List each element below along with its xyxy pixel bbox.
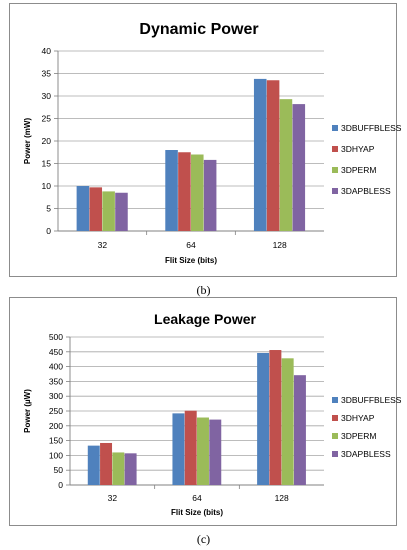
- y-tick-label: 30: [42, 91, 52, 101]
- y-tick-label: 15: [42, 159, 52, 169]
- bar-3dhyap-128: [269, 350, 282, 485]
- leakage-power-chart: Leakage Power 0 50 100 150 200 250 300 350 400 450…: [23, 311, 402, 517]
- y-tick-label: 40: [42, 46, 52, 56]
- x-tick-label: 128: [273, 240, 287, 250]
- y-tick-label: 10: [42, 181, 52, 191]
- y-tick-label: 250: [49, 406, 63, 416]
- x-axis-label: Flit Size (bits): [171, 508, 223, 517]
- y-axis-label: Power (mW): [23, 118, 32, 165]
- bar-3dhyap-64: [178, 152, 191, 231]
- y-tick-label: 350: [49, 376, 63, 386]
- legend-swatch-3dbuffbless: [332, 125, 338, 131]
- bar-3dbuffbless-128: [253, 78, 267, 232]
- y-tick-label: 300: [49, 391, 63, 401]
- legend-swatch-3dapbless: [332, 451, 338, 457]
- dynamic-power-chart: Dynamic Power 0 5 10 15 20 25 30 35 40 32 64 128 Flit…: [23, 21, 402, 265]
- x-axis-label: Flit Size (bits): [165, 256, 217, 265]
- y-tick-label: 500: [49, 332, 63, 342]
- bar-3dhyap-32: [89, 187, 103, 231]
- x-tick-label: 64: [192, 493, 202, 503]
- bar-3dperm-64: [197, 417, 209, 485]
- bar-3dhyap-64: [184, 410, 197, 485]
- y-axis-label: Power (µW): [23, 389, 32, 433]
- y-tick-label: 0: [46, 226, 51, 236]
- bar-3dapbless-32: [115, 192, 128, 231]
- bar-3dapbless-32: [124, 453, 137, 485]
- bar-3dbuffbless-32: [87, 445, 100, 485]
- y-tick-label: 50: [54, 465, 64, 475]
- y-tick-label: 0: [58, 480, 63, 490]
- bar-3dapbless-128: [293, 375, 306, 485]
- chart-title: Dynamic Power: [139, 21, 258, 38]
- legend-label-3dperm: 3DPERM: [341, 431, 376, 441]
- bar-3dbuffbless-128: [257, 352, 270, 485]
- y-tick-label: 100: [49, 450, 63, 460]
- legend-label-3dapbless: 3DAPBLESS: [341, 449, 391, 459]
- x-tick-label: 128: [275, 493, 289, 503]
- legend-swatch-3dperm: [332, 167, 338, 173]
- bar-3dperm-32: [102, 191, 115, 231]
- y-tick-label: 150: [49, 436, 63, 446]
- x-tick-label: 32: [98, 240, 108, 250]
- y-tick-label: 20: [42, 136, 52, 146]
- legend-label-3dhyap: 3DHYAP: [341, 413, 375, 423]
- bar-3dapbless-64: [203, 159, 217, 231]
- caption-c: (c): [196, 532, 211, 546]
- bar-3dperm-128: [281, 358, 294, 485]
- bar-3dhyap-128: [266, 80, 280, 231]
- legend-label-3dperm: 3DPERM: [341, 165, 376, 175]
- bar-3dapbless-64: [209, 419, 222, 485]
- bar-3dhyap-32: [100, 442, 113, 485]
- bar-3dbuffbless-64: [172, 413, 185, 485]
- legend-swatch-3dperm: [332, 433, 338, 439]
- legend-label-3dapbless: 3DAPBLESS: [341, 186, 391, 196]
- y-tick-label: 25: [42, 114, 52, 124]
- legend-label-3dbuffbless: 3DBUFFBLESS: [341, 123, 402, 133]
- bar-3dbuffbless-32: [76, 186, 90, 231]
- leakage-power-chart-panel: Leakage Power 0 50 100 150 200 250 300 350 400 450…: [9, 297, 402, 526]
- y-tick-label: 5: [46, 204, 51, 214]
- y-tick-label: 400: [49, 362, 63, 372]
- legend-swatch-3dapbless: [332, 188, 338, 194]
- bar-3dperm-128: [279, 99, 293, 232]
- bar-3dbuffbless-64: [165, 150, 178, 231]
- bar-3dperm-64: [191, 154, 204, 231]
- y-tick-label: 35: [42, 69, 52, 79]
- legend-swatch-3dhyap: [332, 415, 338, 421]
- dynamic-power-chart-panel: Dynamic Power 0 5 10 15 20 25 30 35 40 32 64 128 Flit…: [9, 3, 402, 277]
- y-tick-label: 450: [49, 347, 63, 357]
- legend-swatch-3dhyap: [332, 146, 338, 152]
- legend-swatch-3dbuffbless: [332, 397, 338, 403]
- legend-label-3dhyap: 3DHYAP: [341, 144, 375, 154]
- bar-3dapbless-128: [292, 104, 306, 231]
- bar-3dperm-32: [112, 452, 125, 485]
- legend-label-3dbuffbless: 3DBUFFBLESS: [341, 395, 402, 405]
- y-tick-label: 200: [49, 421, 63, 431]
- chart-title: Leakage Power: [154, 311, 256, 327]
- x-tick-label: 64: [186, 240, 196, 250]
- caption-b: (b): [196, 283, 211, 297]
- x-tick-label: 32: [108, 493, 118, 503]
